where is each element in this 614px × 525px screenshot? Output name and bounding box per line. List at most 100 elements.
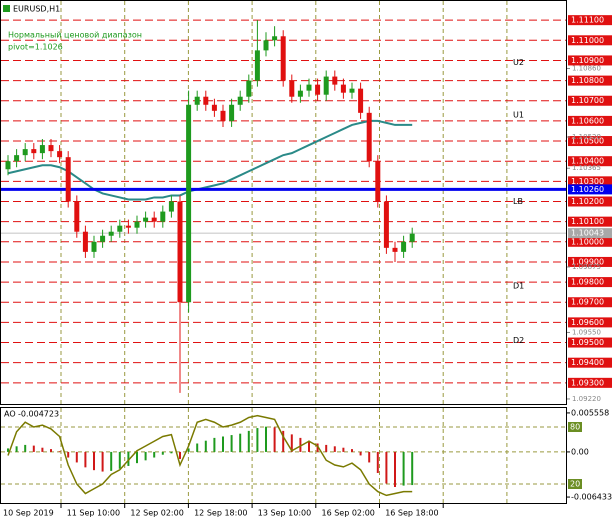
y-tick-box [568, 216, 612, 227]
y-tick-label: 1.09400 [571, 358, 604, 367]
symbol-icon [3, 5, 10, 12]
candle-body [323, 76, 329, 95]
x-tick-label: 12 Sep 02:00 [130, 509, 183, 518]
x-tick-label: 16 Sep 18:00 [385, 509, 438, 518]
chart-title: EURUSD,H1 [13, 5, 60, 14]
band-label: LB [513, 197, 523, 206]
y-tick-box [568, 337, 612, 348]
ao-tick-label: -0.006433 [571, 493, 612, 502]
candle-body [31, 149, 37, 154]
y-tick-box [568, 55, 612, 66]
current-price-label: 1.10043 [571, 229, 604, 238]
stoch-line [7, 414, 413, 497]
candle-body [289, 80, 295, 97]
candle-body [263, 40, 269, 51]
candle-body [375, 161, 381, 202]
y-tick-box [568, 317, 612, 328]
stoch-tick-label: 20 [570, 480, 580, 489]
y-tick-box [568, 176, 612, 187]
candle-body [272, 36, 278, 41]
y-tick-label: 1.09700 [571, 298, 604, 307]
candle-body [108, 231, 114, 236]
candle-body [168, 201, 174, 212]
y-tick-label: 1.10000 [571, 237, 604, 246]
y-tick-box [568, 136, 612, 147]
x-tick-label: 13 Sep 10:00 [258, 509, 311, 518]
y-tick-box [568, 75, 612, 86]
candle-body [177, 201, 183, 303]
x-tick-label: 10 Sep 2019 [3, 509, 54, 518]
chart-subtitle: Нормальный ценовой диапазон [8, 31, 142, 40]
candle-body [48, 145, 54, 152]
candle-body [125, 225, 131, 228]
y-tick-label: 1.09500 [571, 338, 604, 347]
band-label: D1 [513, 282, 524, 291]
candle-body [57, 151, 63, 158]
candle-body [151, 217, 157, 222]
ao-tick-label: 0.00 [571, 447, 589, 456]
y-tick-box [568, 35, 612, 46]
band-label: U2 [513, 58, 524, 67]
candle-body [383, 201, 389, 248]
candle-body [65, 157, 71, 202]
candle-body [39, 145, 45, 154]
candle-body [160, 211, 166, 222]
y-tick-box [568, 256, 612, 267]
ao-name: AO [4, 410, 16, 419]
y-tick-label: 1.10500 [571, 137, 604, 146]
candle-body [229, 104, 235, 121]
y-tick-label: 1.09900 [571, 257, 604, 266]
ao-current-value: -0.004723 [18, 410, 59, 419]
band-label: U1 [513, 110, 524, 119]
y-tick-box [568, 377, 612, 388]
candle-body [134, 221, 140, 228]
y-tick-box [568, 156, 612, 167]
pivot-box [568, 184, 612, 195]
candle-body [315, 84, 321, 95]
y-tick-label: 1.11100 [571, 16, 604, 25]
pivot-annotation: pivot=1.1026 [8, 43, 63, 52]
level-label: 1.10365 [572, 164, 601, 172]
candle-body [306, 84, 312, 91]
y-tick-box [568, 236, 612, 247]
y-tick-label: 1.10100 [571, 217, 604, 226]
y-tick-box [568, 15, 612, 26]
candle-body [220, 110, 226, 121]
candle-body [409, 233, 415, 242]
candle-body [14, 155, 20, 162]
level-label: 1.10860 [572, 65, 601, 73]
candle-body [143, 217, 149, 222]
y-tick-label: 1.10900 [571, 56, 604, 65]
level-label: 1.10520 [572, 133, 601, 141]
x-tick-label: 11 Sep 10:00 [67, 509, 120, 518]
x-tick-label: 16 Sep 02:00 [322, 509, 375, 518]
candle-body [340, 84, 346, 93]
candle-body [332, 76, 338, 85]
y-tick-label: 1.10800 [571, 76, 604, 85]
y-tick-box [568, 95, 612, 106]
y-tick-label: 1.10300 [571, 177, 604, 186]
candle-body [366, 112, 372, 162]
candle-body [392, 247, 398, 252]
y-tick-box [568, 297, 612, 308]
candle-body [5, 161, 11, 170]
candle-body [237, 96, 243, 105]
candle-body [117, 225, 123, 232]
y-tick-box [568, 115, 612, 126]
band-label: D2 [513, 336, 524, 345]
moving-average [7, 119, 413, 201]
candle-body [82, 231, 88, 252]
y-tick-label: 1.09600 [571, 318, 604, 327]
ao-tick-label: 0.005558 [571, 408, 609, 417]
pivot-label: 1.10260 [571, 185, 604, 194]
level-label: 1.09875 [572, 263, 601, 271]
y-tick-label: 1.10400 [571, 157, 604, 166]
candle-body [91, 241, 97, 252]
y-tick-box [568, 357, 612, 368]
y-tick-box [568, 196, 612, 207]
level-label: 1.09550 [572, 328, 601, 336]
y-tick-label: 1.10600 [571, 116, 604, 125]
y-tick-box [568, 277, 612, 288]
candle-body [194, 96, 200, 105]
